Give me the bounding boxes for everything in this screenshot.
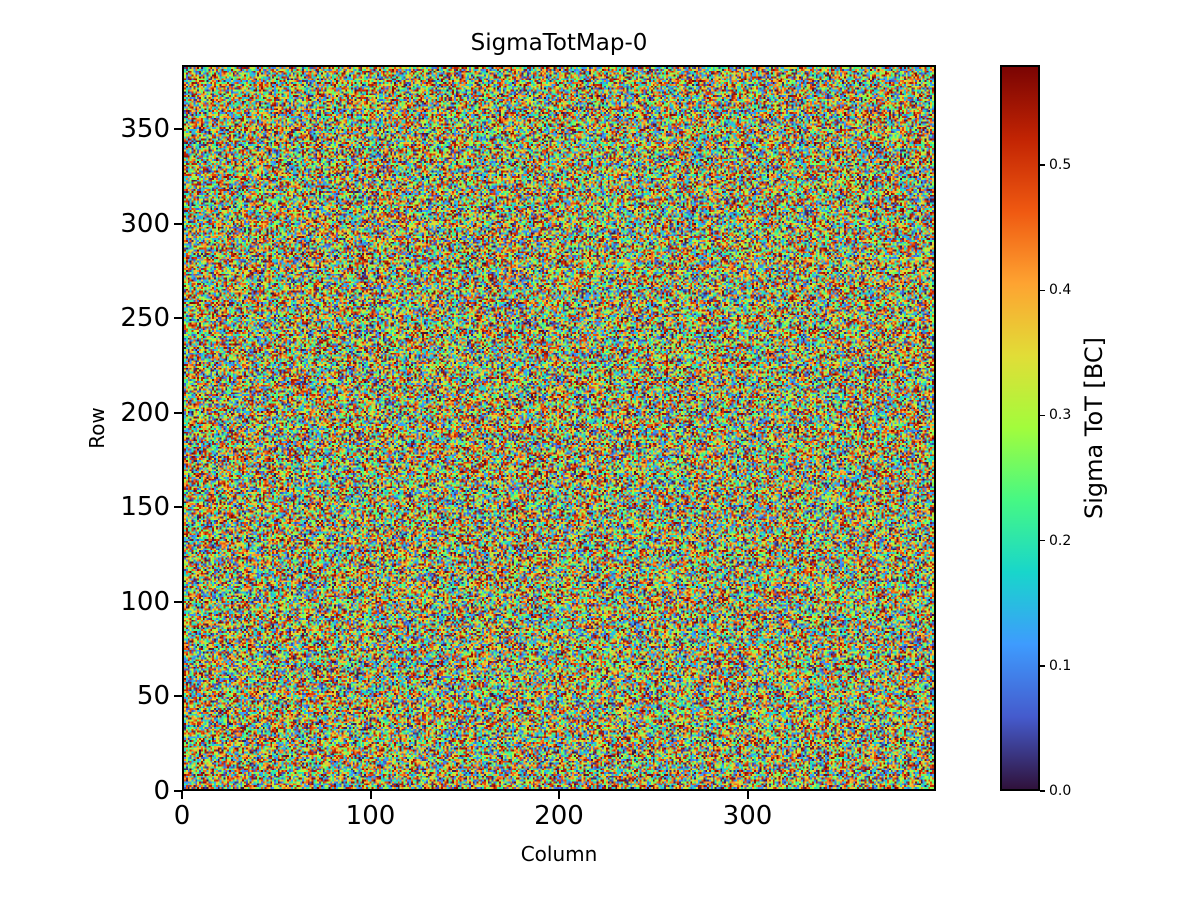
colorbar-tick-label: 0.3 [1049, 407, 1072, 424]
colorbar-tick-mark [1040, 665, 1045, 667]
colorbar-tick-mark [1040, 790, 1045, 792]
y-tick-mark [174, 695, 182, 698]
x-tick-label: 0 [173, 801, 191, 831]
colorbar-tick-mark [1040, 539, 1045, 542]
x-tick-label: 300 [722, 801, 773, 831]
y-tick-label: 250 [120, 303, 170, 334]
y-tick-label: 200 [120, 397, 170, 428]
y-tick-label: 300 [120, 208, 170, 239]
colorbar-tick-label: 0.0 [1049, 783, 1072, 799]
x-axis-label: Column [520, 842, 598, 866]
y-tick-label: 350 [120, 114, 170, 145]
y-tick-mark [174, 790, 182, 792]
colorbar-tick-mark [1040, 164, 1045, 166]
y-tick-label: 0 [153, 776, 170, 806]
y-tick-mark [174, 600, 182, 603]
chart-title: SigmaTotMap-0 [470, 30, 648, 56]
heatmap-canvas [184, 67, 934, 789]
y-tick-label: 150 [120, 492, 170, 523]
colorbar-tick-label: 0.1 [1049, 657, 1072, 674]
colorbar-tick-label: 0.4 [1049, 282, 1072, 299]
y-tick-mark [174, 222, 182, 225]
colorbar-tick-mark [1040, 414, 1045, 417]
y-tick-mark [174, 506, 182, 509]
x-tick-mark [746, 791, 749, 799]
x-tick-label: 200 [534, 801, 584, 831]
colorbar-tick-label: 0.2 [1049, 532, 1072, 549]
x-tick-label: 100 [345, 801, 396, 831]
heatmap-plot-area [182, 65, 936, 791]
x-tick-mark [369, 791, 372, 799]
y-tick-label: 100 [120, 586, 170, 617]
y-tick-label: 50 [136, 681, 170, 712]
y-tick-mark [174, 317, 182, 320]
x-tick-mark [181, 791, 183, 799]
x-tick-mark [558, 791, 560, 799]
colorbar [1000, 65, 1040, 791]
colorbar-tick-mark [1040, 289, 1045, 292]
colorbar-label: Sigma ToT [BC] [1080, 337, 1108, 519]
y-tick-mark [174, 411, 182, 414]
colorbar-tick-label: 0.5 [1049, 157, 1072, 174]
y-tick-mark [174, 128, 182, 131]
colorbar-gradient [1002, 67, 1038, 789]
